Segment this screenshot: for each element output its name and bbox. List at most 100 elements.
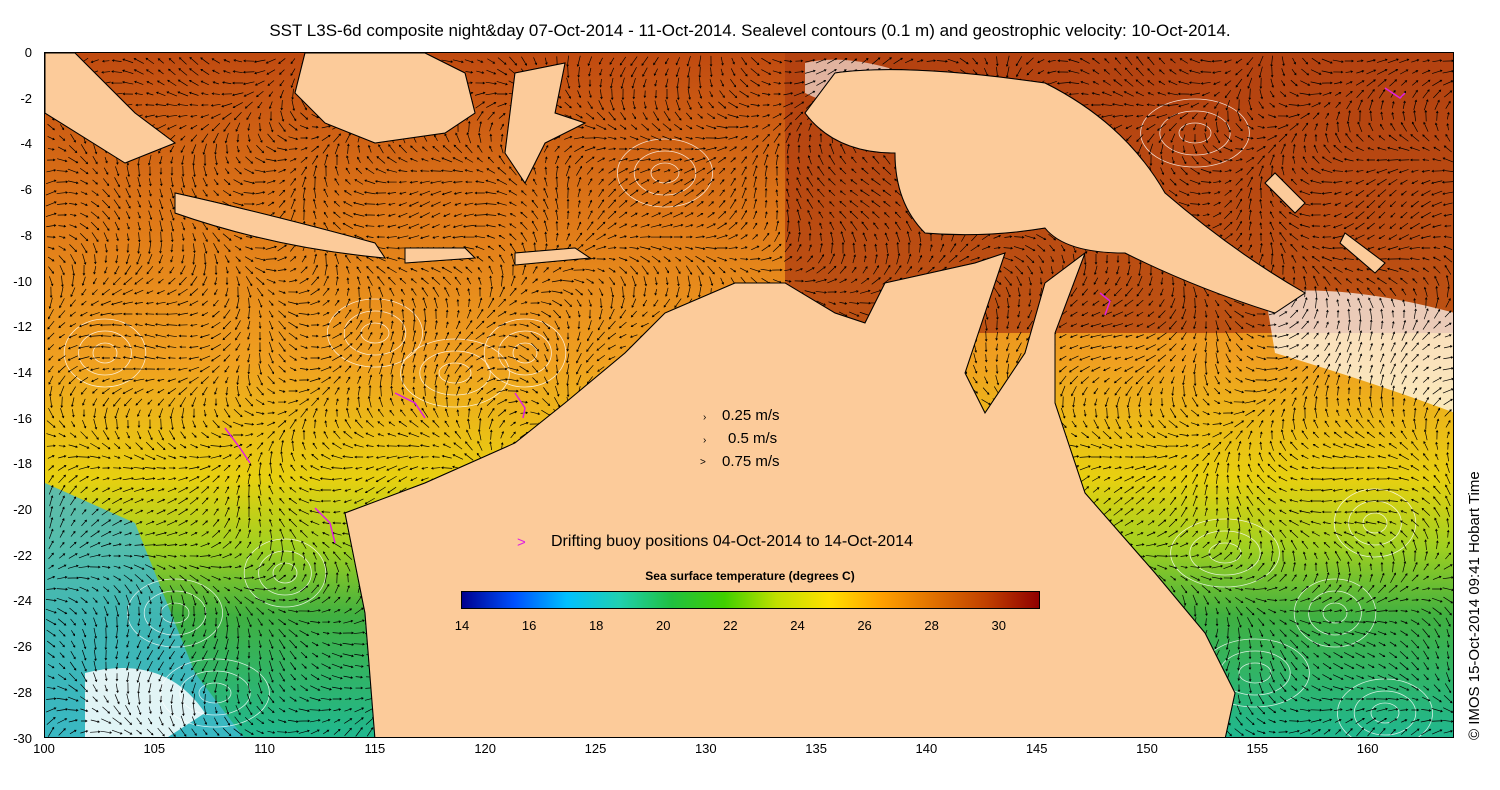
velocity-arrow: [1442, 191, 1453, 195]
velocity-arrow: [432, 235, 440, 239]
velocity-arrow: [323, 200, 329, 208]
velocity-arrow: [764, 221, 769, 230]
velocity-arrow: [59, 135, 66, 141]
velocity-arrow: [368, 144, 372, 153]
velocity-arrow: [574, 155, 584, 165]
velocity-arrow: [210, 113, 221, 119]
velocity-arrow: [662, 190, 672, 196]
velocity-arrow: [419, 223, 430, 229]
velocity-arrow: [1291, 68, 1297, 76]
velocity-arrow: [180, 135, 186, 141]
velocity-arrow: [1268, 144, 1277, 154]
velocity-arrow: [489, 122, 494, 132]
velocity-arrow: [1190, 213, 1200, 217]
velocity-arrow: [57, 158, 68, 163]
velocity-arrow: [1400, 122, 1407, 132]
velocity-arrow: [761, 80, 772, 86]
velocity-arrow: [334, 143, 340, 155]
velocity-arrow: [1376, 158, 1388, 162]
velocity-arrow: [1026, 68, 1034, 76]
velocity-arrow: [1291, 132, 1297, 143]
velocity-arrow: [1235, 232, 1243, 242]
velocity-arrow: [828, 166, 836, 176]
velocity-arrow: [1248, 88, 1252, 101]
velocity-arrow: [1344, 212, 1354, 219]
velocity-arrow: [1166, 104, 1179, 107]
velocity-arrow: [1135, 91, 1145, 97]
velocity-arrow: [45, 212, 57, 217]
velocity-arrow: [871, 57, 881, 65]
velocity-arrow: [399, 191, 407, 195]
velocity-arrow: [410, 169, 418, 173]
velocity-arrow: [1311, 57, 1321, 65]
velocity-arrow: [1170, 58, 1176, 64]
velocity-arrow: [1369, 110, 1373, 122]
velocity-arrow: [487, 58, 496, 64]
velocity-arrow: [775, 199, 779, 208]
velocity-arrow: [364, 213, 375, 217]
velocity-arrow: [894, 211, 901, 219]
velocity-arrow: [1420, 200, 1431, 208]
velocity-arrow: [366, 156, 374, 164]
velocity-arrow: [718, 157, 727, 163]
velocity-arrow: [1135, 79, 1145, 87]
sealevel-contour: [400, 338, 510, 408]
velocity-arrow: [1068, 92, 1079, 96]
sealevel-contour: [1189, 530, 1261, 576]
velocity-arrow: [1015, 56, 1023, 67]
velocity-arrow: [654, 100, 658, 111]
velocity-arrow: [796, 122, 802, 132]
velocity-arrow: [1299, 92, 1312, 96]
velocity-arrow: [169, 198, 175, 210]
velocity-arrow: [257, 101, 263, 109]
velocity-arrow: [1259, 187, 1263, 199]
velocity-arrow: [706, 167, 716, 175]
velocity-arrow: [321, 125, 331, 129]
velocity-arrow: [630, 224, 638, 228]
velocity-arrow: [1223, 59, 1232, 63]
velocity-arrow: [269, 101, 273, 110]
velocity-arrow: [806, 187, 814, 198]
velocity-arrow: [345, 167, 351, 175]
sealevel-contour: [1159, 110, 1231, 156]
velocity-arrow: [1398, 169, 1409, 174]
velocity-arrow: [806, 176, 814, 187]
velocity-arrow: [276, 147, 288, 152]
velocity-arrow: [1226, 110, 1230, 123]
velocity-arrow: [1236, 198, 1243, 209]
velocity-arrow: [486, 102, 497, 108]
velocity-arrow: [453, 144, 463, 154]
velocity-arrow: [675, 57, 680, 66]
velocity-arrow: [730, 188, 736, 198]
velocity-arrow: [419, 180, 430, 184]
velocity-arrow: [1333, 191, 1342, 195]
velocity-arrow: [796, 177, 802, 187]
velocity-arrow: [1136, 56, 1144, 66]
velocity-arrow: [1356, 59, 1364, 63]
velocity-arrow: [1247, 176, 1253, 187]
longitude-tick-label: 110: [254, 741, 275, 756]
velocity-arrow: [697, 212, 704, 217]
velocity-arrow: [1389, 79, 1398, 87]
velocity-arrow: [80, 191, 88, 195]
velocity-arrow: [1212, 145, 1222, 153]
velocity-arrow: [430, 190, 442, 196]
velocity-arrow: [753, 198, 758, 209]
velocity-arrow: [1410, 211, 1420, 219]
velocity-arrow: [1125, 56, 1133, 66]
velocity-arrow: [433, 134, 438, 142]
velocity-arrow: [1443, 90, 1453, 98]
velocity-arrow: [421, 146, 428, 152]
velocity-arrow: [1376, 168, 1388, 174]
velocity-arrow: [290, 209, 296, 221]
velocity-arrow: [577, 188, 581, 198]
velocity-arrow: [313, 187, 317, 199]
velocity-arrow: [575, 113, 583, 119]
velocity-arrow: [652, 201, 661, 207]
velocity-arrow: [464, 191, 473, 195]
velocity-arrow: [1258, 66, 1263, 78]
velocity-arrow: [598, 178, 604, 186]
sst-map-canvas: [45, 53, 1453, 737]
velocity-arrow: [785, 198, 790, 209]
sealevel-contour: [512, 342, 538, 364]
